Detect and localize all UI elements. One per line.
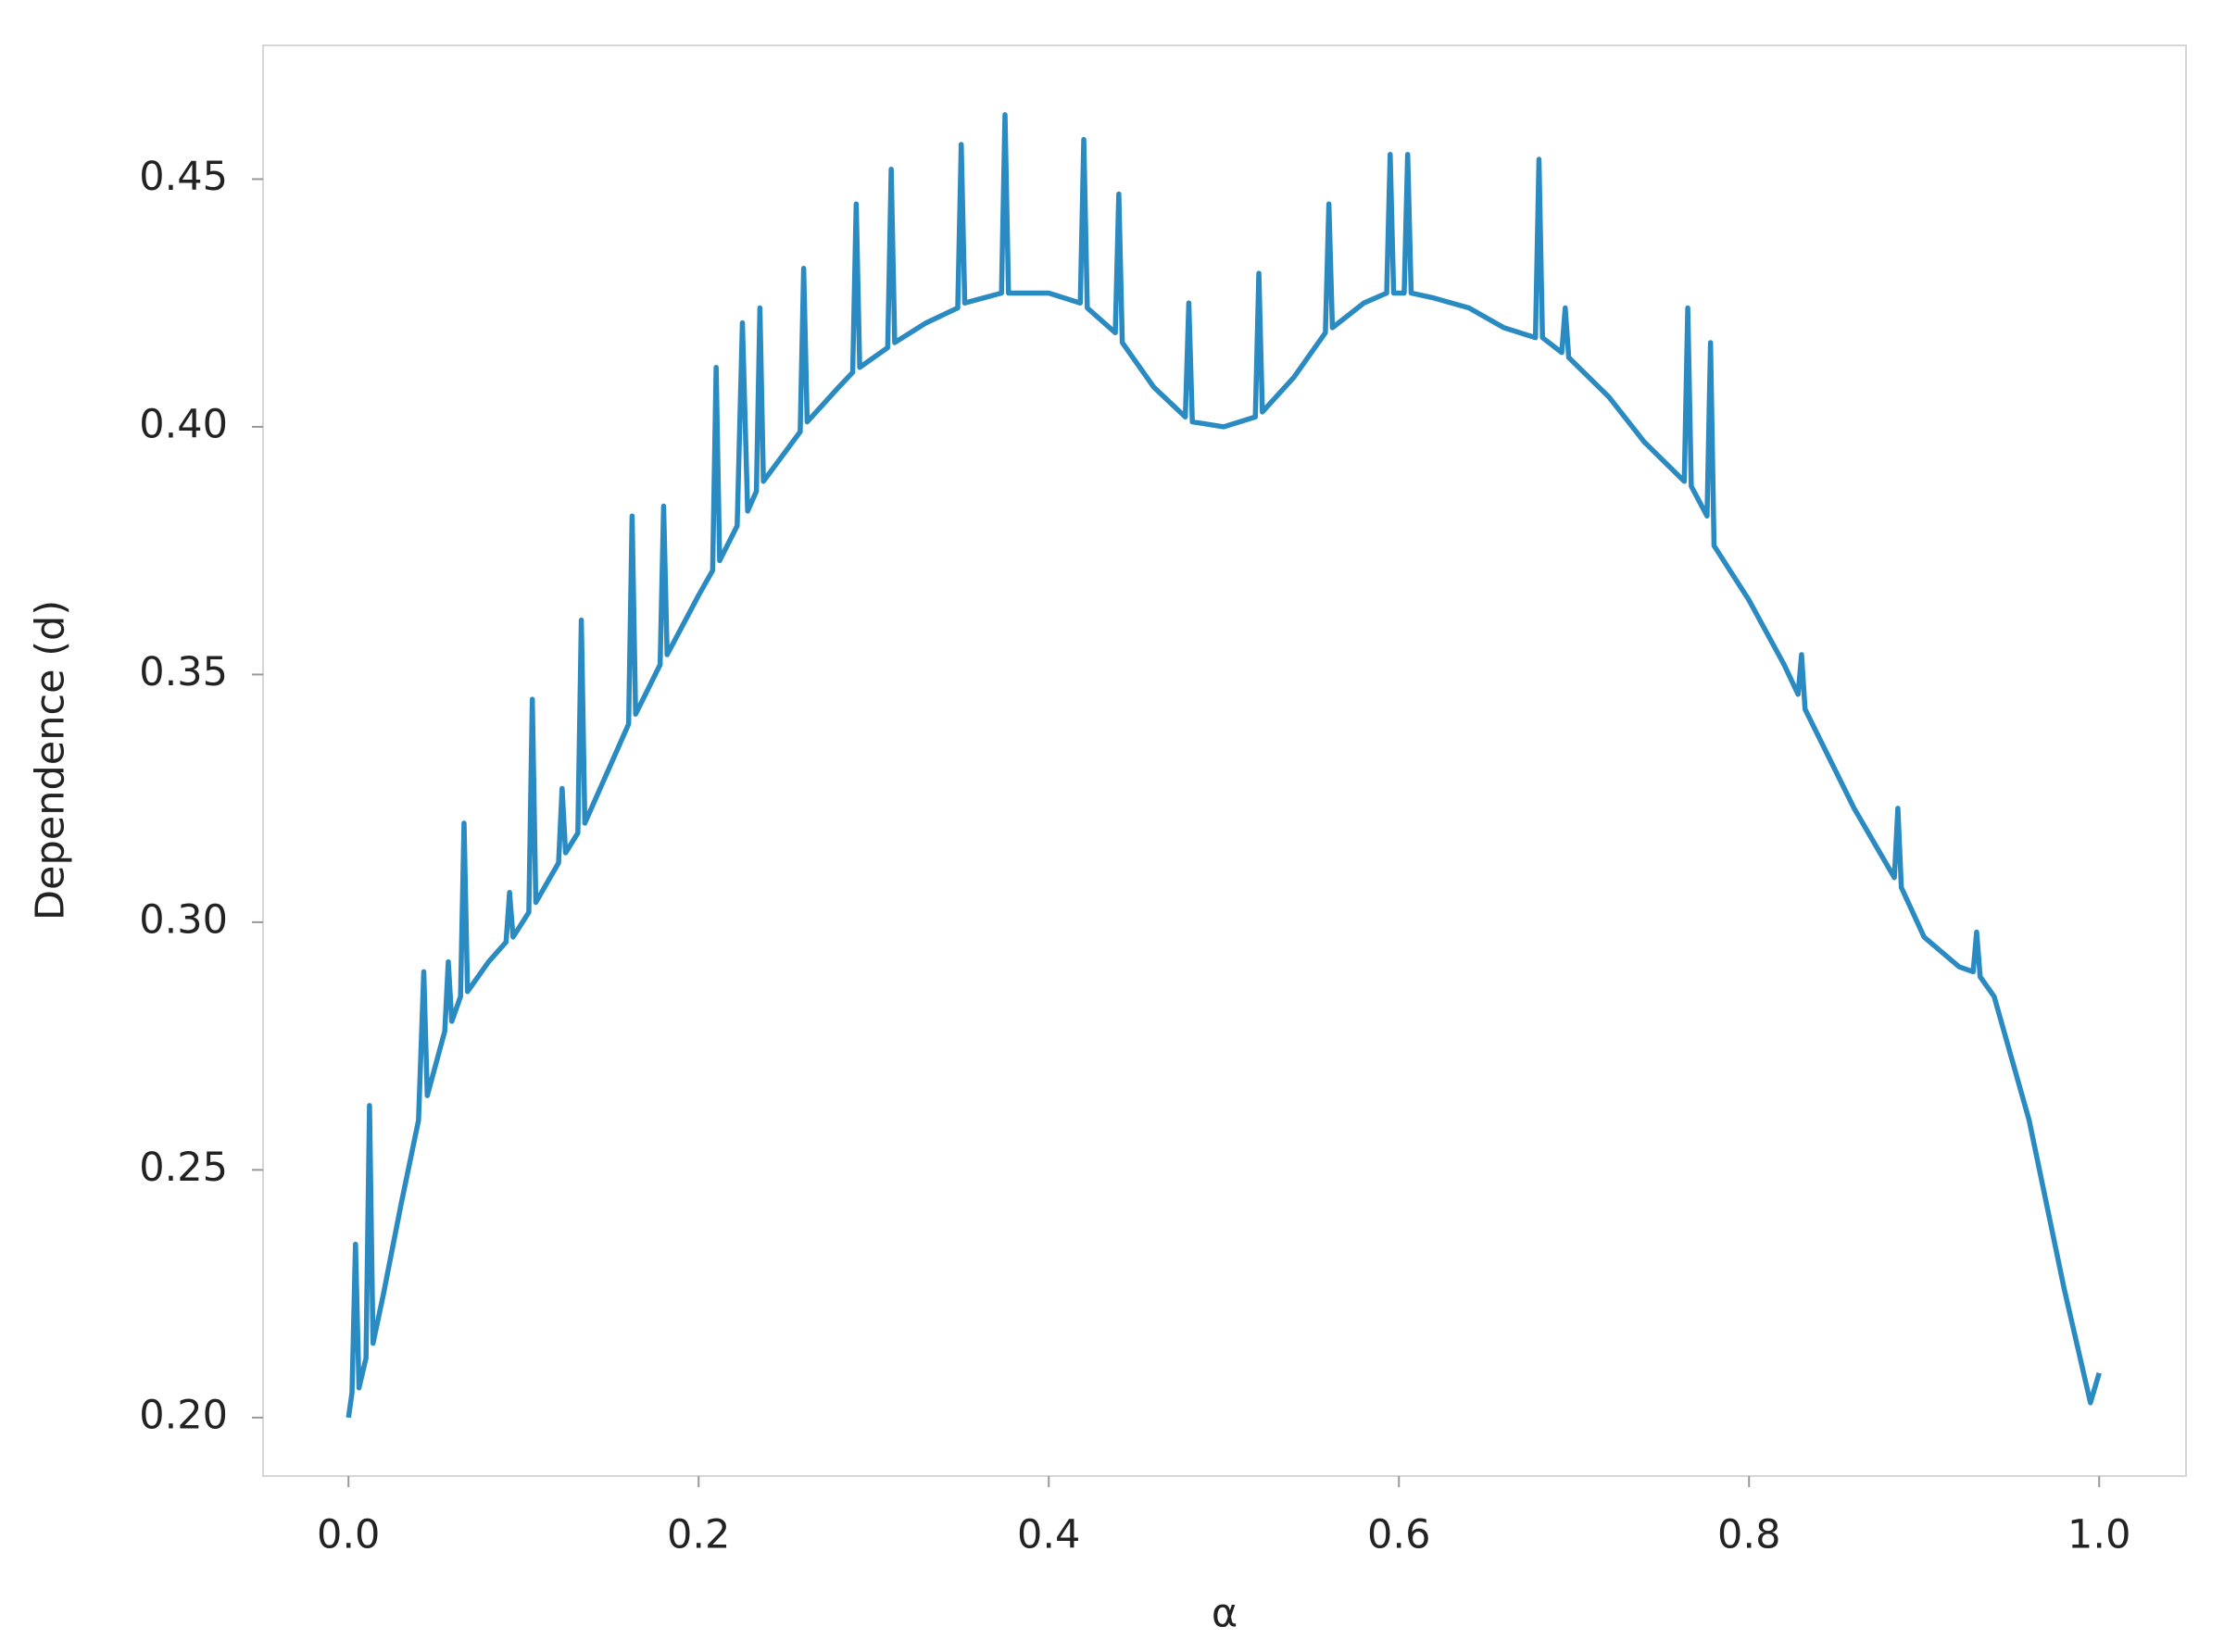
x-tick-label: 0.6	[1367, 1512, 1430, 1558]
x-tick-label: 0.2	[667, 1512, 730, 1558]
x-tick-label: 0.8	[1717, 1512, 1780, 1558]
y-tick-label: 0.45	[139, 154, 228, 200]
data-line	[346, 112, 2102, 1419]
y-tick-label: 0.40	[139, 401, 228, 447]
x-tick-label: 1.0	[2067, 1512, 2130, 1558]
x-tick-label: 0.4	[1017, 1512, 1080, 1558]
plot-frame	[262, 44, 2187, 1477]
y-axis-label: Dependence (d)	[28, 600, 74, 920]
x-tick-label: 0.0	[317, 1512, 380, 1558]
y-tick-label: 0.30	[139, 896, 228, 943]
y-tick-label: 0.25	[139, 1145, 228, 1191]
y-tick-label: 0.35	[139, 649, 228, 695]
y-tick-label: 0.20	[139, 1392, 228, 1438]
x-axis-label: α	[1212, 1591, 1238, 1637]
